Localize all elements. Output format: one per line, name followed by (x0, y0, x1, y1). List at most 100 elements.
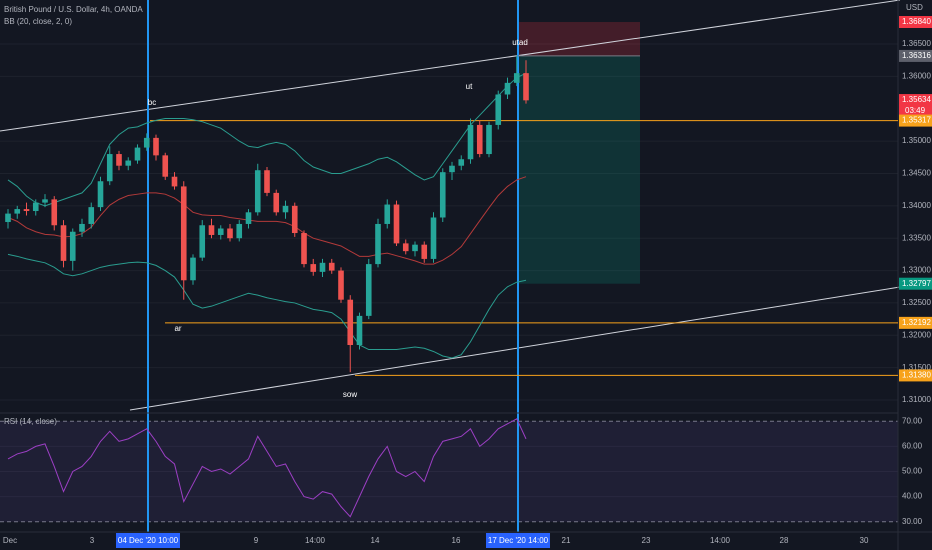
x-tick-label: 23 (642, 536, 651, 545)
candle-body (153, 137, 159, 156)
annotation: utad (512, 38, 528, 47)
x-tick-label: 9 (254, 536, 259, 545)
price-badge (899, 16, 932, 29)
candle-body (476, 124, 483, 155)
candle-body (116, 154, 122, 166)
candle-body (365, 264, 372, 316)
candle-body (291, 205, 298, 234)
candle-body (264, 170, 270, 193)
symbol-title: British Pound / U.S. Dollar, 4h, OANDA (4, 5, 143, 14)
x-tick-label: 04 Dec '20 10:00 (118, 536, 179, 545)
currency: USD (906, 3, 923, 12)
y-tick-label: 70.00 (902, 416, 923, 425)
candle-body (319, 262, 326, 272)
grid (0, 43, 898, 523)
candle-body (199, 225, 206, 258)
x-tick-label: 3 (90, 536, 95, 545)
price-badge (899, 277, 932, 290)
price-badge-label: 1.35634 (902, 95, 931, 104)
candle-body (171, 176, 178, 187)
price-badge-label: 1.36840 (902, 17, 931, 26)
candle-body (79, 223, 85, 232)
trend-line (129, 286, 901, 411)
candle-body (384, 204, 391, 224)
x-tick-label: 16 (452, 536, 461, 545)
countdown: 03:49 (905, 106, 926, 115)
candle-body (439, 172, 446, 218)
candle-body (254, 170, 261, 213)
price-badge (899, 369, 932, 382)
rsi-title: RSI (14, close) (4, 417, 57, 426)
annotation: ar (174, 324, 181, 333)
x-highlight (486, 533, 550, 548)
candle-body (421, 244, 428, 259)
x-tick-label: 30 (860, 536, 869, 545)
price-badge-label: 1.32797 (902, 279, 931, 288)
price-badge-label: 1.32192 (902, 318, 931, 327)
rsi-line (7, 418, 527, 518)
y-tick-label: 1.36500 (902, 39, 931, 48)
rsi-band (0, 421, 898, 522)
price-badge-label: 1.31380 (902, 371, 931, 380)
candle-body (523, 73, 529, 101)
candle-body (495, 94, 502, 125)
candle-body (301, 233, 307, 265)
candle-body (347, 299, 354, 346)
candle-body (143, 137, 150, 148)
price-badge-label: 1.35317 (902, 116, 931, 125)
candle-body (282, 205, 289, 213)
candle-body (338, 270, 344, 300)
y-tick-label: 1.32500 (902, 298, 931, 307)
candle-body (180, 186, 187, 281)
bollinger-line (7, 72, 527, 207)
candle-body (97, 181, 104, 208)
x-tick-label: 28 (780, 536, 789, 545)
candle-body (356, 315, 363, 346)
y-tick-label: 1.34000 (902, 201, 931, 210)
candle-body (449, 165, 455, 173)
candle-body (227, 228, 233, 239)
y-tick-label: 1.33500 (902, 233, 931, 242)
y-tick-label: 1.33000 (902, 266, 931, 275)
candle-body (375, 223, 381, 265)
stop-zone (518, 22, 640, 56)
candle-body (467, 124, 474, 160)
price-badge-label: 1.36316 (902, 51, 931, 60)
candle-body (245, 212, 252, 224)
candle-body (125, 160, 132, 166)
candle-body (402, 243, 409, 252)
candle-body (412, 244, 418, 252)
candle-body (42, 199, 48, 203)
candle-body (504, 82, 511, 95)
candle-body (208, 225, 215, 235)
candle-body (60, 225, 67, 261)
y-tick-label: 60.00 (902, 441, 923, 450)
bollinger-line (7, 253, 527, 359)
y-tick-label: 1.31500 (902, 363, 931, 372)
trend-line (0, 0, 901, 132)
annotation: ut (466, 82, 473, 91)
candle-body (328, 262, 335, 271)
y-tick-label: 1.36000 (902, 71, 931, 80)
candle-body (5, 213, 11, 223)
candle-body (310, 264, 317, 272)
annotation: bc (148, 98, 156, 107)
indicator-title: BB (20, close, 2, 0) (4, 17, 72, 26)
candle-body (236, 223, 243, 239)
x-tick-label: Dec (3, 536, 17, 545)
y-tick-label: 30.00 (902, 517, 923, 526)
candle-body (458, 159, 465, 166)
target-zone (518, 55, 640, 284)
y-tick-label: 40.00 (902, 492, 923, 501)
candle-body (69, 231, 76, 261)
price-badge (899, 114, 932, 127)
x-tick-label: 17 Dec '20 14:00 (488, 536, 549, 545)
y-tick-label: 1.32000 (902, 330, 931, 339)
y-tick-label: 1.31000 (902, 395, 931, 404)
candle-body (51, 199, 58, 226)
candle-body (14, 209, 21, 214)
candle-body (106, 154, 113, 182)
bollinger-line (7, 176, 527, 265)
x-tick-label: 21 (562, 536, 571, 545)
